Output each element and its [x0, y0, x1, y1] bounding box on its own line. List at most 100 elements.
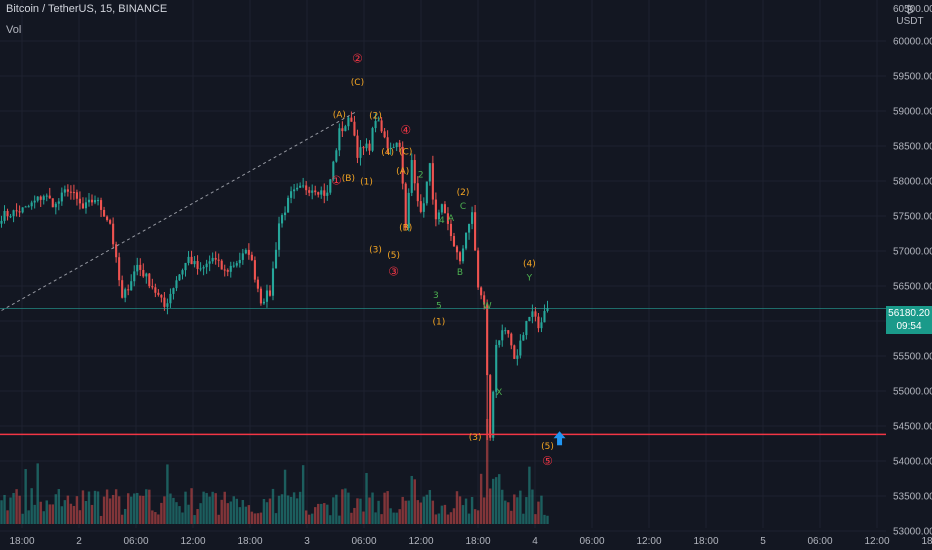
volume-bar: [84, 500, 88, 524]
candle-body: [434, 199, 437, 220]
candle-body: [175, 280, 178, 289]
volume-bar: [461, 505, 465, 524]
wave-label: C: [460, 202, 466, 212]
chart-axes: 53000.00 53500.00 54000.00 54500.00 55000.00…: [9, 4, 932, 547]
candle-body: [371, 128, 374, 151]
candle-body: [525, 321, 528, 336]
volume-bar: [114, 489, 118, 524]
wave-label: 2: [418, 171, 424, 181]
wave-labels: ②(C)(A) (2)④(4) (C)(A) 2① (B) (1)(2)C4 A(B)(3)…: [331, 52, 554, 469]
volume-bar: [525, 497, 528, 524]
volume-bar: [464, 498, 468, 524]
up-arrow-icon: [553, 431, 566, 446]
volume-bar: [410, 475, 413, 524]
volume-bar: [78, 510, 82, 524]
volume-bar: [208, 496, 211, 524]
volume-bar: [519, 490, 522, 524]
y-tick-label: 59000.00: [893, 107, 932, 118]
candle-body: [33, 200, 36, 203]
candle-body: [172, 288, 175, 294]
volume-bar: [253, 513, 257, 524]
volume-bar: [516, 497, 519, 524]
volume-bar: [90, 504, 94, 524]
candle-body: [362, 147, 365, 149]
candle-body: [106, 216, 109, 221]
x-tick-label: 12:00: [636, 536, 661, 547]
volume-bar: [446, 514, 450, 524]
y-tick-label: 59500.00: [893, 72, 932, 83]
candle-body: [63, 189, 66, 193]
currency-label[interactable]: ₿ USDT: [895, 5, 925, 27]
symbol-title[interactable]: Bitcoin / TetherUS, 15, BINANCE: [6, 3, 168, 15]
volume-bar: [259, 512, 263, 524]
candle-body: [163, 297, 166, 307]
volume-bar: [36, 463, 39, 524]
wave-label: (2): [457, 188, 470, 198]
candle-body: [241, 253, 244, 260]
currency-icon: ₿: [906, 5, 914, 16]
volume-bar: [271, 488, 275, 524]
volume-bar: [274, 513, 278, 524]
candle-body: [344, 126, 347, 132]
volume-bar: [229, 501, 232, 524]
candle-body: [223, 269, 226, 271]
volume-bar: [323, 503, 326, 524]
candle-body: [39, 196, 42, 200]
candle-body: [389, 147, 392, 149]
wave-label: (C): [399, 147, 412, 157]
y-tick-label: 60000.00: [893, 37, 932, 48]
volume-bar: [422, 496, 426, 524]
volume-bar: [24, 469, 27, 524]
wave-label: (A): [396, 167, 409, 177]
candle-body: [145, 273, 148, 277]
candle-body: [199, 268, 202, 270]
candle-body: [220, 260, 223, 270]
volume-bar: [196, 509, 199, 524]
volume-bar: [332, 497, 335, 524]
candle-body: [486, 304, 489, 376]
y-tick-label-clipped: 60500.00: [893, 4, 932, 15]
volume-bar: [220, 499, 223, 524]
candle-body: [498, 340, 501, 345]
candle-body: [271, 268, 275, 296]
candle-body: [280, 215, 284, 224]
volume-bar: [190, 488, 193, 524]
volume-bar: [307, 514, 311, 524]
volume-bar: [199, 503, 202, 524]
volume-bar: [250, 511, 254, 524]
candle-body: [374, 121, 377, 129]
wave-label: ②: [352, 52, 363, 66]
y-tick-label: 55500.00: [893, 352, 932, 363]
volume-bar: [120, 514, 124, 524]
wave-label: (1): [360, 178, 373, 188]
candle-body: [90, 199, 94, 203]
candle-body: [290, 191, 293, 198]
x-tick-label: 18:00: [693, 536, 718, 547]
candle-body: [513, 345, 516, 359]
candle-body: [377, 120, 380, 122]
volume-bar: [491, 478, 495, 524]
candle-body: [480, 287, 483, 296]
candle-body: [217, 259, 220, 261]
candle-body: [268, 290, 272, 296]
x-tick-label: 06:00: [807, 536, 832, 547]
y-tick-label: 58000.00: [893, 177, 932, 188]
volume-indicator-label[interactable]: Vol: [6, 24, 22, 36]
candle-body: [72, 192, 75, 194]
candle-body: [118, 257, 121, 281]
candle-body: [84, 202, 88, 209]
volume-bar: [304, 510, 308, 524]
volume-bar: [69, 503, 73, 524]
candle-body: [6, 211, 9, 217]
volume-bar: [145, 489, 148, 524]
volume-bar: [298, 491, 302, 524]
volume-bar: [317, 503, 320, 524]
candle-body: [30, 202, 33, 207]
x-tick-label: 12:00: [408, 536, 433, 547]
candle-body: [504, 330, 507, 332]
volume-bar: [256, 513, 260, 524]
volume-bar: [292, 492, 296, 524]
wave-label: (4): [381, 148, 394, 158]
candle-body: [537, 316, 540, 329]
